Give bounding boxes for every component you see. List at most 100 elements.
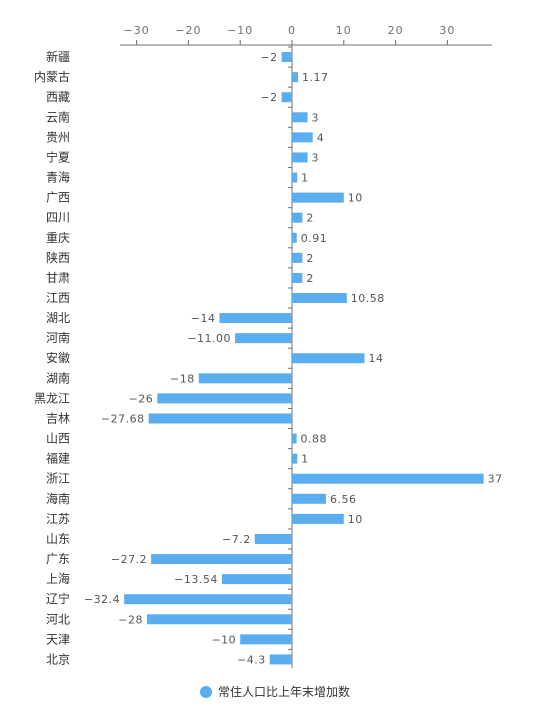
bar-value-label: −4.3 [237, 653, 266, 666]
bar-value-label: 3 [312, 151, 320, 164]
bar[interactable] [281, 52, 292, 63]
bar[interactable] [292, 232, 297, 243]
x-axis-ticks: −30 −20 −10 0 10 20 30 [123, 24, 455, 45]
category-label: 河北 [46, 612, 70, 626]
bar[interactable] [292, 192, 344, 203]
bar[interactable] [151, 554, 292, 565]
bar[interactable] [281, 92, 292, 103]
legend-marker [199, 685, 212, 698]
bar-value-label: 10.58 [351, 292, 385, 305]
bar-value-label: 2 [306, 212, 314, 225]
x-tick-label: 0 [288, 24, 296, 37]
category-label: 广东 [46, 552, 70, 566]
bar-value-label: −18 [170, 372, 195, 385]
bar[interactable] [292, 513, 344, 524]
category-label: 福建 [46, 451, 70, 466]
bar[interactable] [292, 293, 347, 303]
bar[interactable] [269, 654, 292, 665]
category-label: 宁夏 [46, 149, 70, 164]
bar[interactable] [292, 493, 326, 504]
bar[interactable] [292, 132, 313, 143]
bar[interactable] [148, 413, 292, 424]
bar[interactable] [219, 313, 292, 324]
bar[interactable] [235, 333, 292, 344]
x-tick-label: 30 [439, 24, 455, 37]
category-label: 河南 [46, 330, 70, 345]
bar-value-label: 4 [317, 131, 325, 144]
bar[interactable] [292, 152, 308, 163]
bar-value-label: −26 [129, 392, 154, 405]
bar[interactable] [292, 212, 303, 223]
x-tick-label: 10 [336, 24, 352, 37]
bar-value-label: 2 [306, 272, 314, 285]
x-tick-label: −30 [123, 24, 149, 37]
bar-value-label: 10 [348, 513, 363, 526]
bar[interactable] [254, 533, 292, 544]
bar[interactable] [292, 453, 298, 464]
bar[interactable] [221, 574, 292, 585]
bar-value-label: −13.54 [174, 573, 218, 586]
bar-value-label: 6.56 [330, 493, 357, 506]
bar[interactable] [292, 433, 297, 444]
category-label: 湖北 [46, 310, 70, 325]
legend[interactable]: 常住人口比上年末增加数 [0, 683, 550, 700]
category-label: 上海 [46, 571, 70, 586]
category-label: 广西 [46, 191, 70, 205]
category-label: 辽宁 [46, 591, 70, 606]
category-label: 安徽 [46, 350, 70, 365]
category-label: 浙江 [46, 472, 70, 486]
category-label: 天津 [46, 632, 70, 646]
category-label: 青海 [46, 170, 70, 185]
legend-label: 常住人口比上年末增加数 [217, 685, 350, 699]
bar[interactable] [124, 594, 292, 605]
category-label: 内蒙古 [34, 69, 70, 84]
bar[interactable] [146, 614, 292, 625]
category-label: 新疆 [46, 49, 70, 64]
bar[interactable] [292, 353, 365, 364]
bar-value-label: −10 [211, 633, 236, 646]
bar[interactable] [292, 473, 484, 484]
bar-value-label: −27.2 [111, 553, 147, 566]
bar-value-label: 10 [348, 192, 363, 205]
category-label: 江苏 [46, 512, 70, 526]
bar-value-label: −2 [260, 91, 277, 104]
category-label: 重庆 [46, 231, 70, 245]
x-tick-label: −10 [227, 24, 253, 37]
category-label: 海南 [46, 491, 70, 506]
category-label: 陕西 [46, 250, 70, 265]
bar[interactable] [198, 373, 292, 384]
bar[interactable] [292, 252, 303, 263]
bar[interactable] [292, 112, 308, 123]
bar-value-label: −32.4 [84, 593, 120, 606]
bar-value-label: 3 [312, 111, 320, 124]
category-label: 吉林 [46, 411, 70, 425]
bar-value-label: −11.00 [187, 332, 231, 345]
bar-value-label: −7.2 [222, 533, 251, 546]
bar-value-label: −14 [191, 312, 216, 325]
bar[interactable] [292, 272, 303, 283]
bar-value-label: 0.91 [301, 232, 328, 245]
bar-value-label: −27.68 [101, 412, 145, 425]
category-label: 四川 [46, 211, 70, 225]
category-label: 湖南 [46, 370, 70, 385]
bar[interactable] [240, 634, 292, 645]
bar[interactable] [292, 72, 299, 83]
bars [124, 52, 484, 665]
category-label: 山东 [46, 532, 70, 546]
category-label: 江西 [46, 291, 70, 305]
category-label: 北京 [46, 652, 70, 666]
bar-value-label: 1 [301, 172, 309, 185]
bar-value-label: 1 [301, 453, 309, 466]
bar-value-label: 0.88 [301, 433, 328, 446]
category-label: 山西 [46, 432, 70, 446]
bar[interactable] [157, 393, 292, 404]
x-tick-label: 20 [388, 24, 404, 37]
bar[interactable] [292, 172, 298, 183]
bar-value-label: 2 [306, 252, 314, 265]
category-label: 甘肃 [46, 271, 70, 285]
category-label: 西藏 [46, 90, 70, 104]
bar-value-label: −28 [118, 613, 143, 626]
value-labels: −21.17−234311020.912210.58−14−11.0014−18… [84, 51, 502, 666]
bar-value-label: 1.17 [302, 71, 329, 84]
